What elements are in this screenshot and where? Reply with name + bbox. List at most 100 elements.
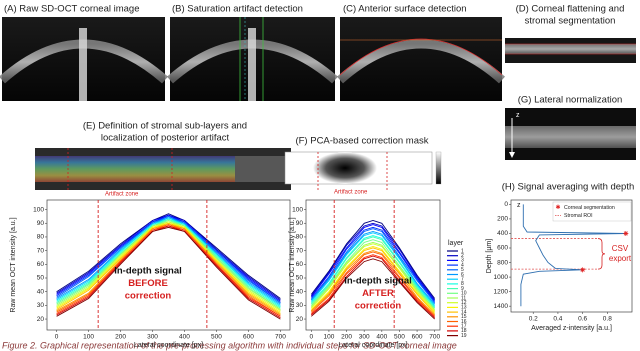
x-tick-label: 200 (341, 334, 352, 341)
correction-mask (284, 151, 442, 190)
y-tick-label: 70 (37, 247, 45, 254)
panel-title: (C) Anterior surface detection (343, 4, 467, 15)
y-tick-label: 0 (504, 201, 508, 208)
y-tick-label: 90 (296, 220, 304, 227)
legend-label: 3 (461, 258, 464, 264)
series-line (56, 217, 281, 306)
panel-title: (G) Lateral normalization (518, 95, 623, 106)
x-axis-label: Lateral coordinate [px] (134, 342, 203, 349)
series-line (310, 246, 436, 313)
series-line (56, 213, 281, 299)
y-tick-label: 1000 (494, 274, 509, 281)
series-line (56, 218, 281, 309)
sublayer-image (35, 148, 291, 190)
profile-line (520, 204, 626, 307)
legend-title: layer (448, 240, 464, 247)
plot-frame (305, 199, 441, 331)
series-line (56, 222, 281, 314)
series-line (310, 236, 436, 309)
legend-label: 6 (461, 272, 464, 278)
legend-label: 12 (461, 300, 467, 306)
x-tick-label: 700 (429, 334, 440, 341)
series-line (56, 214, 281, 302)
axis-label: z (517, 202, 521, 209)
annotation: In-depth signal (344, 276, 412, 287)
series-line (310, 224, 436, 302)
panel-title: (E) Definition of stromal sub-layers and (83, 121, 247, 132)
y-axis-label: Raw mean OCT intensity [a.u.] (10, 217, 17, 312)
zone-label: Artifact zone (105, 192, 139, 198)
y-tick-label: 1400 (494, 303, 509, 310)
series-line (310, 247, 436, 314)
x-tick-label: 400 (376, 334, 387, 341)
series-line (310, 226, 436, 303)
legend-box (552, 201, 632, 222)
y-tick-label: 1200 (494, 288, 509, 295)
oct-image (337, 17, 505, 101)
x-tick-label: 700 (275, 334, 286, 341)
series-line (56, 224, 281, 317)
y-tick-label: 60 (296, 261, 304, 268)
y-tick-label: 100 (292, 206, 303, 213)
y-axis-label: Raw mean OCT intensity [a.u.] (289, 217, 296, 312)
caption: Figure 2. Graphical representation of th… (2, 340, 457, 350)
series-line (56, 220, 281, 310)
x-tick-label: 100 (323, 334, 334, 341)
y-tick-label: 200 (497, 216, 508, 223)
legend-label: 10 (461, 291, 467, 297)
legend-label: 1 (461, 248, 464, 254)
series-line (311, 258, 436, 320)
y-tick-label: 20 (296, 316, 304, 323)
legend-label: 13 (461, 305, 467, 311)
oct-image (0, 17, 168, 101)
y-tick-label: 60 (37, 261, 45, 268)
oct-image (167, 17, 338, 101)
legend-marker: ✱ (555, 204, 560, 211)
y-tick-label: 800 (497, 259, 508, 266)
legend-label: 11 (461, 295, 466, 301)
x-tick-label: 600 (412, 334, 423, 341)
segmentation-marker (623, 230, 629, 236)
plot-frame (510, 199, 633, 313)
legend-label: 8 (461, 281, 464, 287)
x-axis-label: Lateral coordinate [px] (338, 342, 407, 349)
panel-title: (F) PCA-based correction mask (295, 136, 428, 147)
annotation: AFTER (362, 288, 394, 299)
panel-title: (A) Raw SD-OCT corneal image (4, 4, 140, 15)
x-tick-label: 500 (211, 334, 222, 341)
panel-title: (H) Signal averaging with depth (502, 182, 635, 193)
y-tick-label: 20 (37, 316, 45, 323)
x-tick-label: 300 (147, 334, 158, 341)
annotation: correction (355, 301, 402, 312)
segmentation-marker (580, 267, 586, 273)
legend-label: 17 (461, 324, 467, 330)
export-bracket (597, 238, 606, 270)
y-tick-label: 50 (296, 275, 304, 282)
axis-label: z (516, 112, 520, 119)
series-line (310, 243, 436, 312)
series-line (311, 255, 436, 319)
legend-label: 7 (461, 277, 464, 283)
series-line (310, 235, 436, 307)
y-tick-label: 70 (296, 247, 304, 254)
flattened-image (505, 38, 636, 63)
y-tick-label: 600 (497, 245, 508, 252)
legend-label: 2 (461, 253, 464, 259)
series-line (56, 226, 281, 320)
x-tick-label: 400 (179, 334, 190, 341)
x-tick-label: 0 (55, 334, 59, 341)
y-tick-label: 90 (37, 220, 45, 227)
export-label: export (609, 254, 632, 263)
series-line (56, 221, 281, 312)
y-axis-label: Depth [µm] (486, 239, 493, 273)
x-tick-label: 200 (115, 334, 126, 341)
legend-label: 14 (461, 309, 467, 315)
annotation: correction (125, 291, 172, 302)
panel-title: stromal segmentation (525, 16, 616, 27)
normalized-image (505, 108, 636, 160)
x-tick-label: 300 (359, 334, 370, 341)
legend-label: 19 (461, 333, 467, 339)
series-line (56, 225, 281, 319)
legend-label: 4 (461, 262, 464, 268)
